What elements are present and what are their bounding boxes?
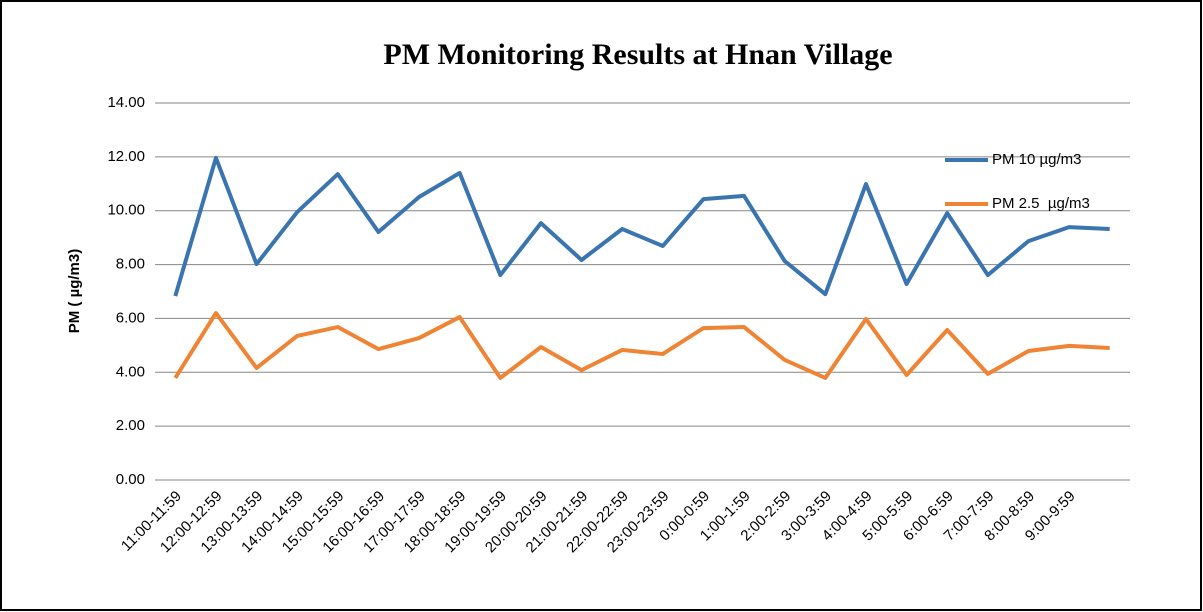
y-tick-label: 8.00 — [116, 256, 145, 273]
legend-label: PM 10 µg/m3 — [992, 151, 1082, 168]
y-tick-label: 12.00 — [107, 148, 145, 165]
legend-label: PM 2.5 µg/m3 — [992, 195, 1090, 212]
chart-title: PM Monitoring Results at Hnan Village — [383, 38, 892, 71]
y-tick-label: 14.00 — [107, 94, 145, 111]
y-tick-label: 2.00 — [116, 417, 145, 434]
series-line — [173, 311, 1110, 380]
y-tick-label: 4.00 — [116, 363, 145, 380]
y-axis-label: PM ( µg/m3) — [66, 249, 83, 333]
y-tick-label: 6.00 — [116, 309, 145, 326]
series-line — [173, 155, 1110, 297]
y-tick-label: 0.00 — [116, 471, 145, 488]
y-tick-label: 10.00 — [107, 202, 145, 219]
